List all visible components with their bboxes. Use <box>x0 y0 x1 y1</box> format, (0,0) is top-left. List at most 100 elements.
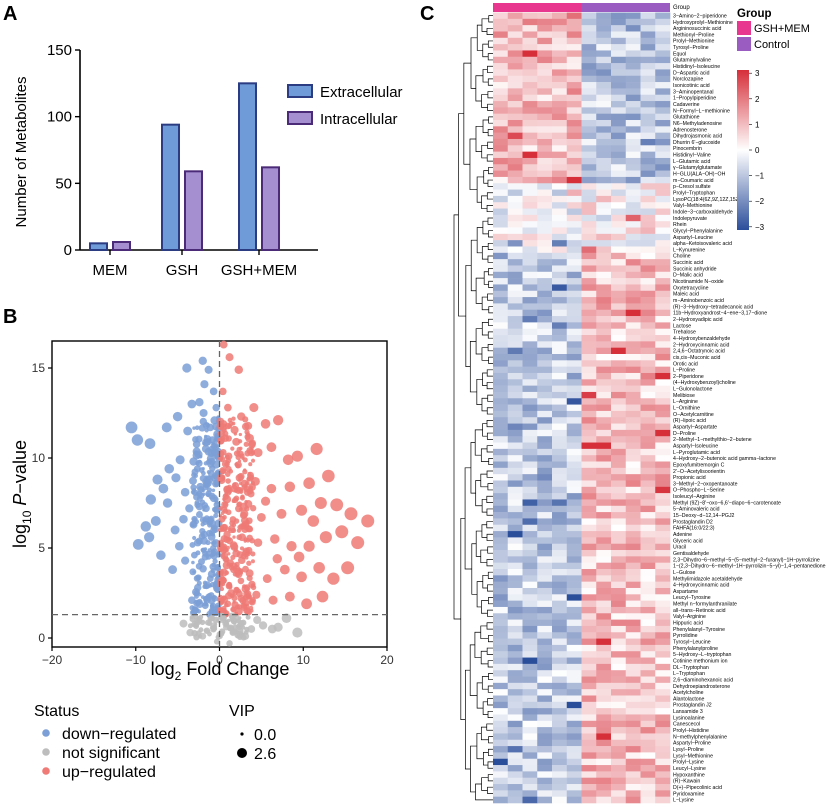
bar-chart-ylabel: Number of Metabolites <box>13 77 30 228</box>
heatmap-row-label: Methylimidazole acetaldehyde <box>673 576 743 582</box>
heatmap-row-label: Melibiose <box>673 393 695 399</box>
heatmap-cell <box>625 278 641 285</box>
group-legend-swatch-control <box>737 37 751 51</box>
heatmap-cell <box>581 720 597 728</box>
heatmap-cell <box>552 132 568 140</box>
heatmap-cell <box>507 562 523 570</box>
heatmap-cell <box>537 309 553 317</box>
heatmap-cell <box>493 309 509 317</box>
dendrogram-branch <box>465 265 472 367</box>
heatmap-cell <box>640 227 656 235</box>
heatmap-cell <box>596 360 612 367</box>
point-down-regulated <box>206 575 214 583</box>
heatmap-row-label: (R)−3−Hydroxy−tetradecanoic acid <box>673 304 753 310</box>
color-scale-tick-label: −1 <box>755 172 765 181</box>
heatmap-cell <box>625 657 641 665</box>
heatmap-cell <box>552 752 568 760</box>
point-down-regulated <box>189 520 198 529</box>
status-dot-ns <box>42 748 50 756</box>
heatmap-cell <box>625 25 641 32</box>
heatmap-cell <box>655 107 671 114</box>
dendrogram-branch <box>486 495 493 503</box>
heatmap-cell <box>507 176 523 184</box>
heatmap-cell <box>611 227 627 235</box>
point-down-dense <box>211 473 218 480</box>
heatmap-cell <box>493 316 509 323</box>
heatmap-cell <box>581 227 597 235</box>
heatmap-row-label: N−methylphenylalanine <box>673 734 727 740</box>
heatmap-cell <box>625 480 641 488</box>
heatmap-cell <box>537 790 553 797</box>
heatmap-cell <box>655 790 671 797</box>
dendrogram-branch <box>486 723 493 731</box>
heatmap-cell <box>625 335 641 342</box>
point-up-regulated <box>256 512 266 522</box>
heatmap-cell <box>522 353 538 361</box>
dendrogram-branch <box>469 138 478 190</box>
heatmap-cell <box>640 189 656 197</box>
heatmap-cell <box>566 404 582 412</box>
heatmap-cell <box>507 44 523 51</box>
heatmap-cell <box>611 398 627 405</box>
heatmap-row-label: Dihydrojasmonic acid <box>673 134 722 140</box>
heatmap-cell <box>640 404 656 412</box>
heatmap-cell <box>655 328 671 336</box>
heatmap-cell <box>625 410 641 418</box>
point-not-significant <box>179 619 188 628</box>
heatmap-cell <box>640 467 656 475</box>
heatmap-cell <box>655 550 671 557</box>
heatmap-cell <box>596 404 612 412</box>
dendrogram-branch <box>474 631 482 658</box>
heatmap-cell <box>596 297 612 304</box>
heatmap-cell <box>537 31 553 39</box>
dendrogram-branch <box>488 167 493 175</box>
heatmap-cell <box>522 240 538 247</box>
heatmap-cell <box>507 170 523 178</box>
heatmap-cell <box>522 303 538 311</box>
heatmap-cell <box>522 25 538 32</box>
heatmap-row-label: Epoxyfumitremorgin C <box>673 462 725 468</box>
heatmap-cell <box>640 385 656 393</box>
heatmap-cell <box>507 101 523 108</box>
heatmap-cell <box>640 701 656 709</box>
heatmap-cell <box>493 758 509 766</box>
heatmap-cell <box>640 644 656 652</box>
heatmap-cell <box>625 164 641 171</box>
heatmap-row-label: m−Aminobenzoic acid <box>673 298 724 304</box>
heatmap-cell <box>581 777 597 785</box>
heatmap-cell <box>493 493 509 500</box>
heatmap-cell <box>655 341 671 348</box>
heatmap-cell <box>625 423 641 431</box>
heatmap-cell <box>581 524 597 532</box>
dendrogram-branch <box>487 660 493 668</box>
heatmap-cell <box>537 170 553 178</box>
dendrogram-branch <box>488 116 493 124</box>
point-not-significant <box>226 640 233 647</box>
heatmap-cell <box>640 777 656 785</box>
point-not-significant <box>186 628 194 637</box>
heatmap-cell <box>640 297 656 304</box>
heatmap-cell <box>611 562 627 570</box>
heatmap-cell <box>522 82 538 89</box>
status-dot-up <box>42 767 50 775</box>
heatmap-cell <box>493 31 509 39</box>
heatmap-cell <box>522 132 538 140</box>
heatmap-cell <box>522 328 538 336</box>
heatmap-cell <box>566 271 582 279</box>
heatmap-cell <box>537 252 553 260</box>
heatmap-cell <box>655 480 671 488</box>
heatmap-cell <box>552 195 568 203</box>
dendrogram-branch <box>487 344 493 352</box>
heatmap-cell <box>537 246 553 254</box>
heatmap-cell <box>596 543 612 551</box>
heatmap-cell <box>566 214 582 222</box>
heatmap-cell <box>640 410 656 418</box>
heatmap-cell <box>552 758 568 766</box>
heatmap-cell <box>640 569 656 576</box>
point-up-dense <box>219 524 228 533</box>
heatmap-row-label: Prolyl−Methionine <box>673 39 714 45</box>
heatmap-cell <box>493 429 509 437</box>
point-down-dense <box>212 558 218 564</box>
point-down-dense <box>190 489 196 495</box>
heatmap-row-label: Lysyl−Proline <box>673 747 704 753</box>
